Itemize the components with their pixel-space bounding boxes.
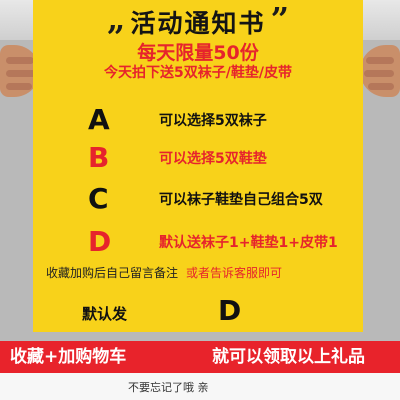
option-c: C 可以袜子鞋垫自己组合5双 xyxy=(88,183,400,215)
daily-limit: 每天限量50份 xyxy=(137,42,259,64)
option-text: 默认送袜子1+鞋垫1+皮带1 xyxy=(159,235,338,251)
option-b: B 可以选择5双鞋垫 xyxy=(88,142,400,174)
note-red-text: 或者告诉客服即可 xyxy=(186,266,283,280)
banner-left-text: 收藏+加购物车 xyxy=(10,347,127,367)
poster-title-row: „ 活动通知书 ” xyxy=(33,3,363,40)
poster-title: 活动通知书 xyxy=(130,9,266,38)
option-letter: A xyxy=(88,103,110,136)
right-finger xyxy=(364,70,394,77)
option-text: 可以选择5双鞋垫 xyxy=(159,151,267,167)
option-d: D 默认送袜子1+鞋垫1+皮带1 xyxy=(88,226,400,258)
note-text: 收藏加购后自己留言备注 xyxy=(46,266,179,280)
option-text: 可以袜子鞋垫自己组合5双 xyxy=(159,192,323,208)
footer-strip: 不要忘记了哦 亲 xyxy=(0,373,400,400)
right-hand xyxy=(360,45,400,97)
default-label: 默认发 xyxy=(82,305,128,323)
left-finger xyxy=(6,83,32,90)
note-line: 收藏加购后自己留言备注 或者告诉客服即可 xyxy=(46,265,282,281)
right-finger xyxy=(366,57,394,64)
option-text: 可以选择5双袜子 xyxy=(159,113,267,129)
right-finger xyxy=(368,83,394,90)
title-close-quote: ” xyxy=(270,0,289,38)
option-letter: C xyxy=(88,182,109,215)
banner-right-text: 就可以领取以上礼品 xyxy=(212,347,365,367)
footer-text: 不要忘记了哦 亲 xyxy=(128,381,209,394)
title-open-quote: „ xyxy=(106,0,126,38)
option-a: A 可以选择5双袜子 xyxy=(88,104,400,136)
today-offer: 今天拍下送5双袜子/鞋垫/皮带 xyxy=(104,65,292,81)
left-finger xyxy=(6,70,36,77)
option-letter: B xyxy=(88,141,110,174)
option-letter: D xyxy=(88,225,112,258)
left-finger xyxy=(6,57,34,64)
promo-banner: 收藏+加购物车 就可以领取以上礼品 xyxy=(0,341,400,373)
default-letter: D xyxy=(218,294,242,327)
notice-poster: „ 活动通知书 ” 每天限量50份 今天拍下送5双袜子/鞋垫/皮带 A 可以选择… xyxy=(33,0,363,332)
